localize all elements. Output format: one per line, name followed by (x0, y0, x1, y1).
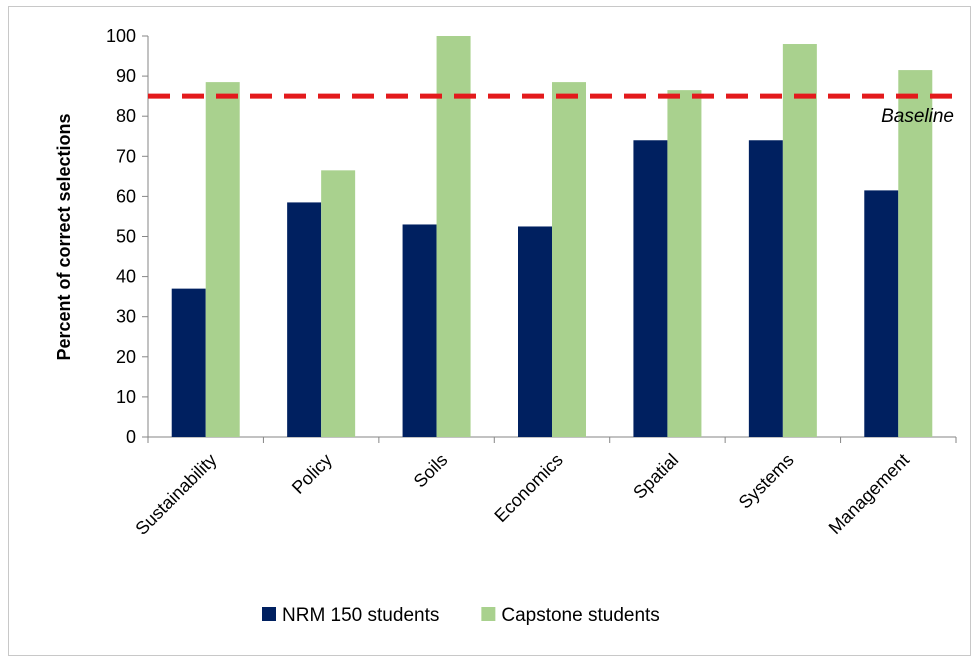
legend-swatch-nrm150 (262, 607, 276, 621)
y-tick-label: 40 (116, 267, 136, 287)
bar-nrm150-policy (287, 202, 322, 437)
y-tick-label: 90 (116, 66, 136, 86)
y-tick-label: 50 (116, 227, 136, 247)
y-tick-label: 10 (116, 387, 136, 407)
bar-nrm150-soils (402, 224, 437, 437)
y-tick-label: 0 (126, 427, 136, 447)
y-tick-label: 70 (116, 146, 136, 166)
bar-capstone-management (898, 70, 933, 438)
bar-nrm150-economics (518, 226, 552, 437)
bar-nrm150-systems (748, 140, 783, 437)
x-category-label: Soils (410, 450, 452, 492)
y-tick-label: 20 (116, 347, 136, 367)
bar-capstone-systems (782, 44, 817, 438)
bar-capstone-policy (321, 170, 356, 437)
x-category-label: Sustainability (131, 450, 220, 539)
baseline-label: Baseline (881, 106, 954, 127)
bar-capstone-soils (436, 36, 471, 437)
y-tick-label: 30 (116, 307, 136, 327)
bar-capstone-spatial (667, 90, 702, 437)
legend-label-nrm150: NRM 150 students (282, 605, 439, 626)
legend-swatch-capstone (481, 607, 496, 621)
bar-capstone-economics (552, 82, 586, 438)
y-axis-title-group: Percent of correct selections (54, 113, 74, 360)
y-tick-label: 100 (106, 26, 136, 46)
bar-nrm150-spatial (633, 140, 668, 437)
bar-nrm150-management (864, 190, 899, 437)
legend-label-capstone: Capstone students (501, 605, 659, 626)
x-category-label: Spatial (629, 450, 682, 503)
x-category-label: Policy (288, 450, 336, 498)
bar-nrm150-sustainability (171, 288, 206, 437)
y-tick-label: 60 (116, 186, 136, 206)
y-axis-title: Percent of correct selections (54, 113, 74, 360)
bar-capstone-sustainability (205, 82, 240, 438)
y-tick-label: 80 (116, 106, 136, 126)
x-category-label: Management (825, 450, 913, 538)
x-category-label: Economics (490, 450, 566, 526)
x-category-label: Systems (735, 450, 798, 513)
